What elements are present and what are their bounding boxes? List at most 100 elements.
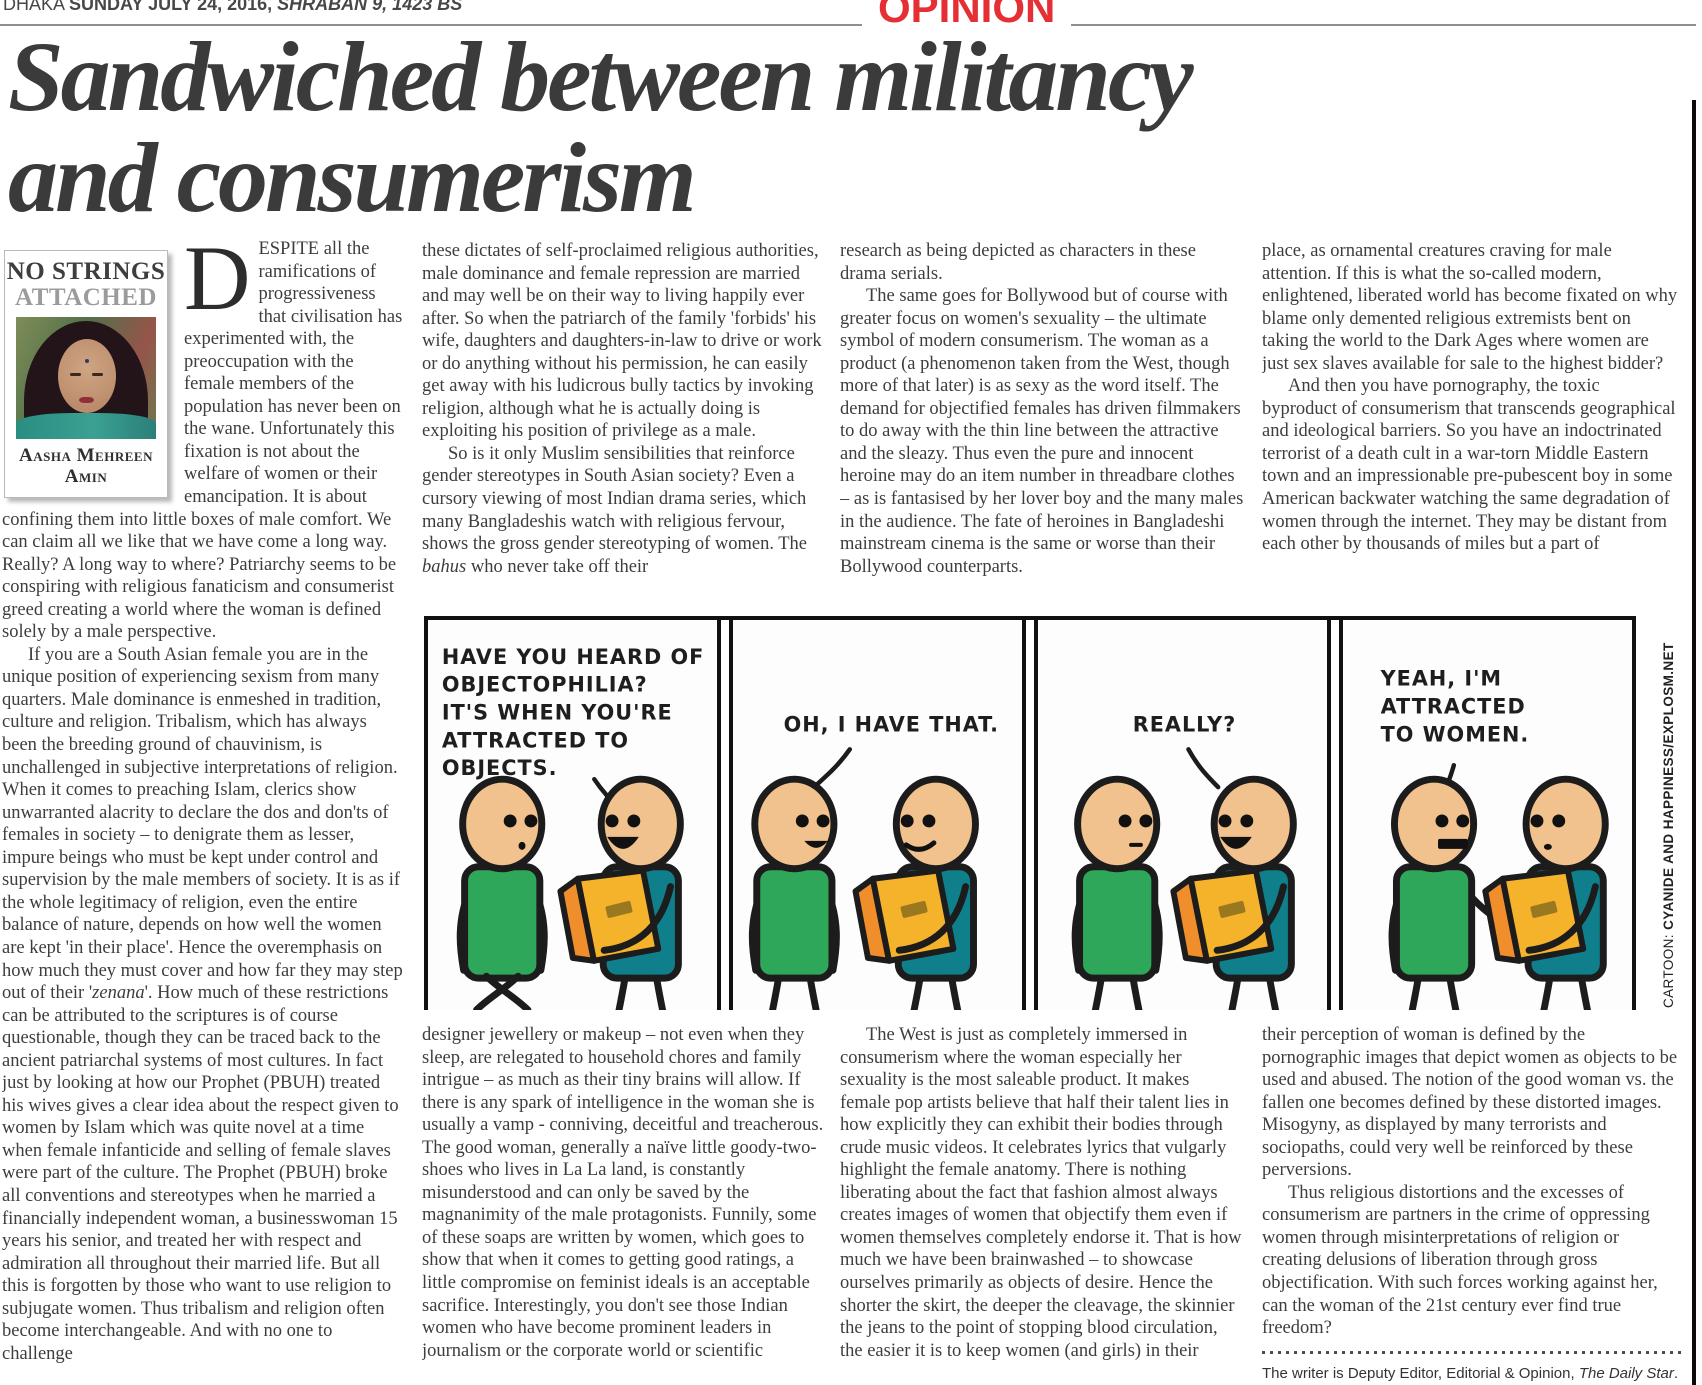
paragraph: So is it only Muslim sensibilities that … [422,443,826,578]
speech-text: YEAH, I'M [1380,667,1502,691]
book-icon [557,867,662,964]
paragraph: their perception of woman is defined by … [1262,1025,1678,1181]
mouth [804,840,829,848]
headline-line-2: and consumerism [8,122,697,233]
book-icon [1482,867,1587,964]
speech-tail [813,747,853,788]
comic-panel-2-art: OH, I HAVE THAT. [748,712,999,1010]
section-label: OPINION [878,0,1056,27]
mouth [1438,838,1468,849]
column-title-line-2: ATTACHED [15,284,157,311]
columnist-name: Aasha Mehreen Amin [19,445,153,487]
speech-text: OH, I HAVE THAT. [784,712,999,736]
comic-panel-4: YEAH, I'M ATTRACTED TO WOMEN. [1343,620,1632,1010]
comic-panel-4-art: YEAH, I'M ATTRACTED TO WOMEN. [1380,667,1609,1010]
photo-left-eye [70,373,81,376]
speech-text: HAVE YOU HEARD OF [442,645,704,669]
comic-panel-2: OH, I HAVE THAT. [733,620,1022,1010]
comic-strip: HAVE YOU HEARD OF OBJECTOPHILIA? IT'S WH… [424,616,1636,1010]
masthead-rule [0,24,1696,26]
comic-panel-3: REALLY? [1038,620,1327,1010]
speech-text: ATTRACTED [1381,694,1526,718]
green-character [456,775,548,1010]
column-1: NO STRINGS ATTACHED Aasha Mehreen Amin D… [2,238,406,1385]
paragraph: designer jewellery or makeup – not even … [422,1025,824,1361]
drop-cap: D [184,238,251,329]
comic-panel-3-art: REALLY? [1071,712,1297,1010]
mouth [1129,842,1143,847]
teal-character [852,775,979,1010]
comic-panel-1: HAVE YOU HEARD OF OBJECTOPHILIA? IT'S WH… [428,620,717,1010]
paragraph-text: If you are a South Asian female you are … [2,644,403,1004]
paragraph: Thus religious distortions and the exces… [1262,1182,1658,1339]
photo-lips [79,397,94,403]
headline: Sandwiched between militancy and consume… [8,26,1658,228]
cartoon-credit-text: CARTOON: CYANIDE AND HAPPINESS/EXPLOSM.N… [1661,642,1676,1008]
panel-divider [1022,620,1038,1010]
speech-text: ATTRACTED TO [442,728,629,752]
photo-right-eye [92,373,103,376]
green-character [1071,775,1163,1010]
columnist-photo [16,317,156,439]
speech-text: REALLY? [1133,712,1237,736]
column-3-bottom: The West is just as completely immersed … [840,1024,1244,1384]
speech-text: OBJECTOPHILIA? [442,673,648,697]
speech-text: TO WOMEN. [1381,722,1530,746]
dateline-date: SUNDAY JULY 24, 2016, [69,0,278,14]
footer-dotted-rule [1262,1349,1682,1355]
section-label-wrap: OPINION [862,0,1072,27]
mouth [607,836,639,849]
publication-name: The Daily Star [1578,1364,1674,1382]
paragraph: research as being depicted as characters… [840,241,1196,284]
paragraph: The same goes for Bollywood but of cours… [840,286,1244,577]
byline-punctuation: . [1673,1364,1679,1382]
paragraph-text: ESPITE all the ramifications of progress… [2,239,403,643]
column-4-bottom: their perception of woman is defined by … [1262,1024,1682,1384]
teal-character [1482,775,1609,1010]
italic-term: zenana [92,983,145,1004]
paragraph: place, as ornamental creatures craving f… [1262,241,1678,374]
writer-byline: The writer is Deputy Editor, Editorial &… [1262,1363,1682,1384]
cartoon-credit-prefix: CARTOON: [1661,929,1676,1008]
book-icon [1170,867,1275,964]
columnist-badge: NO STRINGS ATTACHED Aasha Mehreen Amin [4,250,168,498]
mouth [518,841,526,850]
column-title-line-1: NO STRINGS [6,258,166,285]
column-3-top: research as being depicted as characters… [840,240,1244,614]
green-character [1388,775,1531,1010]
teal-character [1170,775,1297,1010]
photo-clothes [16,413,156,439]
paragraph-text: who never take off their [466,556,649,577]
comic-panel-1-art: HAVE YOU HEARD OF OBJECTOPHILIA? IT'S WH… [442,645,704,1010]
paragraph: D ESPITE all the ramifications of progres… [2,238,406,644]
byline-text: The writer is Deputy Editor, Editorial &… [1262,1364,1579,1382]
paragraph: The West is just as completely immersed … [840,1025,1242,1361]
paragraph: And then you have pornography, the toxic… [1262,376,1676,555]
speech-text: IT'S WHEN YOU'RE [442,700,673,724]
headline-line-1: Sandwiched between militancy [8,21,1194,132]
italic-term: bahus [422,556,467,577]
teal-character [557,775,684,1010]
dateline-text: DHAKA SUNDAY JULY 24, 2016, SHRABAN 9, 1… [3,0,462,15]
mouth [903,840,937,852]
mouth [1543,843,1552,850]
paragraph: If you are a South Asian female you are … [2,644,406,1366]
photo-bindi [85,359,89,363]
dateline: DHAKA SUNDAY JULY 24, 2016, SHRABAN 9, 1… [3,0,471,21]
mouth [1220,836,1252,849]
green-character [748,775,840,1010]
column-4-top: place, as ornamental creatures craving f… [1262,240,1678,614]
panel-divider [1327,620,1343,1010]
paragraph-text: '. How much of these restrictions can be… [2,983,399,1364]
paragraph-text: So is it only Muslim sensibilities that … [422,443,808,555]
speech-tail [1186,747,1221,790]
column-2-bottom: designer jewellery or makeup – not even … [422,1024,826,1384]
paragraph: these dictates of self-proclaimed religi… [422,241,822,442]
cartoon-credit-source: CYANIDE AND HAPPINESS/EXPLOSM.NET [1661,642,1676,930]
page-right-border [1692,100,1696,1385]
cartoon-credit: CARTOON: CYANIDE AND HAPPINESS/EXPLOSM.N… [1640,616,1676,1010]
panel-divider [717,620,733,1010]
dateline-bangla-date: SHRABAN 9, 1423 BS [277,0,463,14]
dateline-city: DHAKA [3,0,70,14]
